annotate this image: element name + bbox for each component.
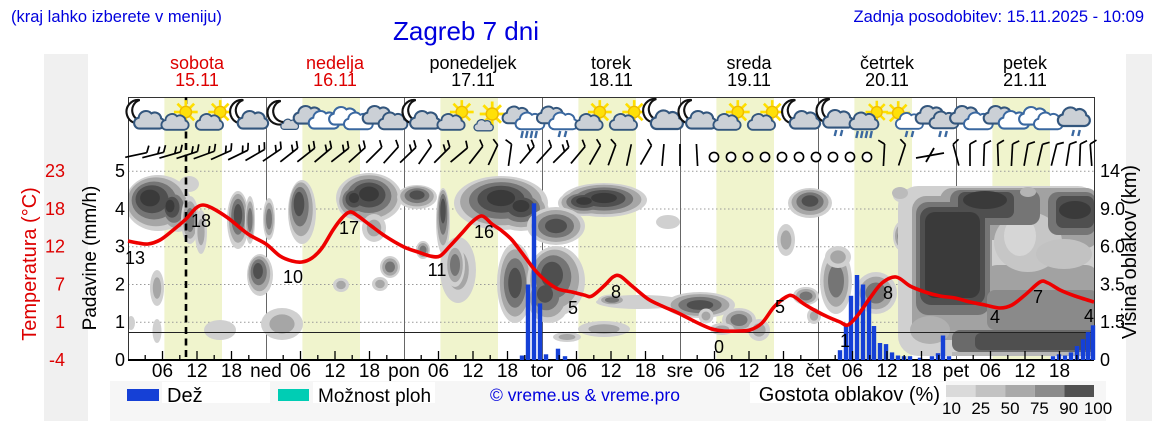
svg-text:17.11: 17.11 <box>451 70 495 90</box>
svg-text:18.11: 18.11 <box>589 70 633 90</box>
svg-text:četrtek: četrtek <box>860 53 915 73</box>
svg-text:12: 12 <box>876 361 897 382</box>
svg-text:Možnost ploh: Možnost ploh <box>318 386 431 407</box>
svg-text:18: 18 <box>1049 361 1070 382</box>
svg-text:Padavine (mm/h): Padavine (mm/h) <box>80 186 101 331</box>
svg-text:tor: tor <box>531 361 554 382</box>
svg-text:10: 10 <box>942 399 961 418</box>
svg-text:Temperatura (°C): Temperatura (°C) <box>19 187 41 341</box>
svg-text:90: 90 <box>1059 399 1078 418</box>
svg-text:3.5: 3.5 <box>1100 275 1125 295</box>
svg-text:0: 0 <box>714 337 724 357</box>
svg-text:nedelja: nedelja <box>306 53 365 73</box>
svg-text:čet: čet <box>805 361 831 382</box>
svg-text:ponedeljek: ponedeljek <box>429 53 517 73</box>
svg-text:Dež: Dež <box>167 385 203 407</box>
svg-text:18: 18 <box>191 211 211 231</box>
svg-text:9.0: 9.0 <box>1100 199 1125 219</box>
svg-text:18: 18 <box>635 361 656 382</box>
svg-text:pet: pet <box>943 361 970 382</box>
svg-text:06: 06 <box>566 361 587 382</box>
svg-text:16.11: 16.11 <box>313 70 357 90</box>
svg-text:18: 18 <box>911 361 932 382</box>
svg-text:4: 4 <box>115 199 125 219</box>
svg-text:06: 06 <box>152 361 173 382</box>
svg-text:13: 13 <box>125 248 145 268</box>
svg-text:Višina oblakov (km): Višina oblakov (km) <box>1119 165 1141 339</box>
svg-text:petek: petek <box>1003 53 1048 73</box>
svg-text:19.11: 19.11 <box>727 70 771 90</box>
svg-text:15.11: 15.11 <box>175 70 219 90</box>
svg-text:torek: torek <box>591 53 632 73</box>
svg-text:18: 18 <box>45 199 65 219</box>
svg-text:sreda: sreda <box>726 53 772 73</box>
svg-text:100: 100 <box>1084 399 1112 418</box>
svg-text:1: 1 <box>55 312 65 332</box>
svg-text:12: 12 <box>738 361 759 382</box>
svg-text:0: 0 <box>115 350 125 370</box>
svg-text:50: 50 <box>1001 399 1020 418</box>
svg-text:12: 12 <box>600 361 621 382</box>
svg-text:16: 16 <box>474 222 494 242</box>
svg-text:25: 25 <box>971 399 990 418</box>
svg-text:18: 18 <box>773 361 794 382</box>
svg-text:14: 14 <box>1100 161 1120 181</box>
svg-text:1: 1 <box>115 312 125 332</box>
svg-text:12: 12 <box>462 361 483 382</box>
svg-text:1.5: 1.5 <box>1100 312 1125 332</box>
svg-text:4: 4 <box>1084 306 1094 326</box>
svg-text:06: 06 <box>428 361 449 382</box>
svg-text:06: 06 <box>842 361 863 382</box>
svg-text:0: 0 <box>1100 350 1110 370</box>
svg-text:06: 06 <box>980 361 1001 382</box>
svg-text:sre: sre <box>667 361 693 382</box>
svg-text:ned: ned <box>250 361 282 382</box>
svg-text:4: 4 <box>990 307 1000 327</box>
svg-text:sobota: sobota <box>170 53 225 73</box>
svg-text:06: 06 <box>704 361 725 382</box>
svg-text:12: 12 <box>324 361 345 382</box>
svg-text:75: 75 <box>1030 399 1049 418</box>
svg-text:© vreme.us & vreme.pro: © vreme.us & vreme.pro <box>490 385 680 405</box>
svg-text:3: 3 <box>115 237 125 257</box>
svg-text:18: 18 <box>497 361 518 382</box>
svg-text:06: 06 <box>290 361 311 382</box>
svg-text:7: 7 <box>1033 287 1043 307</box>
svg-text:18: 18 <box>359 361 380 382</box>
svg-text:12: 12 <box>1014 361 1035 382</box>
svg-text:Zadnja posodobitev: 15.11.2025: Zadnja posodobitev: 15.11.2025 - 10:09 <box>854 8 1145 26</box>
svg-text:23: 23 <box>45 161 65 181</box>
svg-text:7: 7 <box>55 275 65 295</box>
svg-text:pon: pon <box>388 361 420 382</box>
svg-text:8: 8 <box>883 283 893 303</box>
svg-text:(kraj lahko izberete v meniju): (kraj lahko izberete v meniju) <box>11 8 222 26</box>
svg-text:Zagreb 7 dni: Zagreb 7 dni <box>393 16 539 46</box>
svg-text:5: 5 <box>115 161 125 181</box>
svg-text:-4: -4 <box>49 350 65 370</box>
svg-text:5: 5 <box>775 297 785 317</box>
svg-text:21.11: 21.11 <box>1003 70 1047 90</box>
svg-text:18: 18 <box>221 361 242 382</box>
svg-text:5: 5 <box>568 298 578 318</box>
svg-text:12: 12 <box>45 237 65 257</box>
svg-text:6.0: 6.0 <box>1100 237 1125 257</box>
svg-text:8: 8 <box>611 282 621 302</box>
svg-text:1: 1 <box>840 331 850 351</box>
svg-text:Gostota oblakov (%): Gostota oblakov (%) <box>759 384 940 406</box>
svg-text:10: 10 <box>283 267 303 287</box>
svg-text:12: 12 <box>186 361 207 382</box>
svg-text:20.11: 20.11 <box>865 70 909 90</box>
svg-text:2: 2 <box>115 275 125 295</box>
svg-text:17: 17 <box>339 218 359 238</box>
svg-text:11: 11 <box>428 260 447 280</box>
